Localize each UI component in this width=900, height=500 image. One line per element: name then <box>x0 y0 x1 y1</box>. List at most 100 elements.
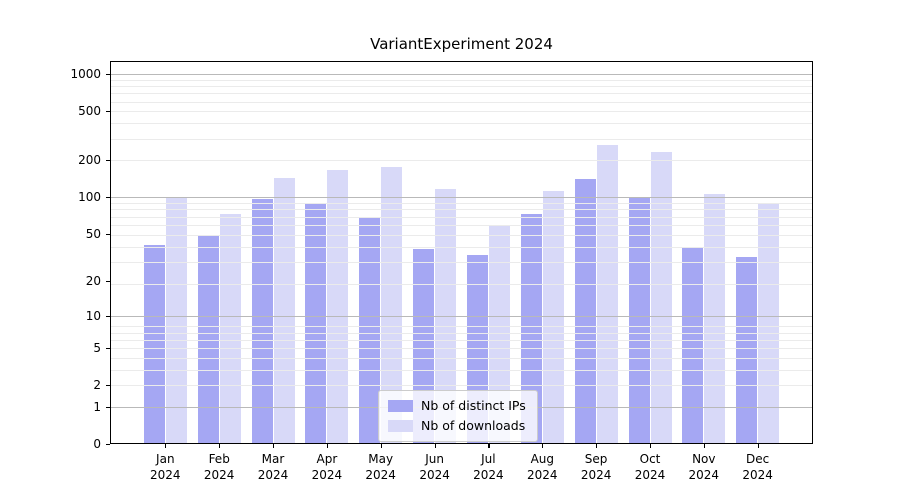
x-tick-label: Apr 2024 <box>311 452 343 482</box>
legend-label-downloads: Nb of downloads <box>421 418 526 433</box>
legend-swatch-downloads <box>388 419 413 432</box>
gridline <box>110 315 813 317</box>
y-tick <box>106 196 110 199</box>
x-tick-label: May 2024 <box>365 452 396 482</box>
y-tick-label: 50 <box>85 226 101 241</box>
legend-label-distinct-ips: Nb of distinct IPs <box>421 398 526 413</box>
gridline <box>110 357 813 359</box>
gridline <box>110 234 813 236</box>
bar-downloads-may <box>381 166 403 444</box>
gridline <box>110 224 813 226</box>
bar-distinct-ips-feb <box>197 235 219 444</box>
bar-distinct-ips-sep <box>574 179 596 444</box>
gridline <box>110 93 813 95</box>
gridline <box>110 216 813 218</box>
x-tick-label: Mar 2024 <box>257 452 289 482</box>
y-tick-label: 1 <box>93 399 101 414</box>
x-tick-label: Sep 2024 <box>580 452 612 482</box>
bar-downloads-feb <box>219 214 241 444</box>
legend: Nb of distinct IPs Nb of downloads <box>378 390 538 442</box>
bar-downloads-jul <box>488 225 510 444</box>
bar-distinct-ips-mar <box>251 198 273 444</box>
x-tick <box>757 444 759 448</box>
y-tick-label: 0 <box>93 437 101 451</box>
x-tick-label: Oct 2024 <box>634 452 666 482</box>
legend-item-distinct-ips: Nb of distinct IPs <box>388 398 526 413</box>
y-tick-label: 20 <box>85 274 101 288</box>
legend-item-downloads: Nb of downloads <box>388 418 526 433</box>
x-tick-label: Aug 2024 <box>527 452 558 482</box>
gridline <box>110 196 813 198</box>
gridline <box>110 74 813 75</box>
x-tick <box>434 444 436 448</box>
bar-downloads-aug <box>542 191 564 444</box>
gridline <box>110 348 813 350</box>
bar-downloads-nov <box>704 193 726 444</box>
x-tick <box>165 444 167 448</box>
gridline <box>110 123 813 125</box>
x-tick <box>219 444 221 448</box>
gridline <box>110 160 813 162</box>
gridline <box>110 79 813 81</box>
bar-distinct-ips-jan <box>143 245 165 444</box>
x-tick <box>542 444 544 448</box>
y-tick-label: 2 <box>93 378 101 393</box>
gridline <box>110 86 813 87</box>
y-tick-label: 10 <box>85 308 101 323</box>
gridline <box>110 138 813 140</box>
gridline <box>110 385 813 387</box>
y-tick <box>106 233 110 235</box>
y-tick <box>106 444 110 446</box>
legend-swatch-distinct-ips <box>388 399 413 412</box>
bar-distinct-ips-oct <box>628 197 650 444</box>
bar-distinct-ips-aug <box>520 213 542 444</box>
bar-downloads-sep <box>596 145 618 444</box>
y-tick <box>106 385 110 387</box>
x-tick-label: Nov 2024 <box>688 452 720 482</box>
y-tick-label: 500 <box>78 104 101 119</box>
gridline <box>110 111 813 113</box>
y-tick-label: 1000 <box>70 67 101 81</box>
y-tick <box>106 348 110 350</box>
bar-distinct-ips-dec <box>736 256 758 444</box>
gridline <box>110 203 813 204</box>
y-tick-label: 5 <box>93 341 101 356</box>
y-tick <box>106 315 110 317</box>
y-tick-label: 200 <box>78 153 101 167</box>
gridline <box>110 101 813 103</box>
y-tick <box>106 160 110 162</box>
y-tick-label: 100 <box>78 189 101 204</box>
gridline <box>110 246 813 248</box>
x-tick-label: Jul 2024 <box>473 452 504 482</box>
x-tick <box>703 444 705 448</box>
y-tick <box>106 406 110 409</box>
plot-area: Nb of distinct IPs Nb of downloads <box>110 61 813 444</box>
bar-distinct-ips-nov <box>682 246 704 444</box>
gridline <box>110 283 813 285</box>
x-tick-label: Dec 2024 <box>742 452 773 482</box>
x-tick <box>326 444 329 448</box>
gridline <box>110 209 813 211</box>
gridline <box>110 261 813 263</box>
x-tick-label: Jan 2024 <box>150 452 181 482</box>
bar-downloads-apr <box>327 170 349 444</box>
x-tick <box>596 444 598 448</box>
bar-downloads-oct <box>650 152 672 444</box>
bar-downloads-dec <box>758 203 780 444</box>
x-tick-label: Jun 2024 <box>419 452 450 482</box>
x-tick <box>380 444 382 448</box>
gridline <box>110 332 813 334</box>
gridline <box>110 326 813 328</box>
x-tick <box>650 444 652 448</box>
chart-title: VariantExperiment 2024 <box>370 35 553 53</box>
gridline <box>110 369 813 371</box>
x-tick <box>273 444 275 448</box>
bar-distinct-ips-may <box>359 218 381 444</box>
x-tick-label: Feb 2024 <box>203 452 235 482</box>
gridline <box>110 339 813 341</box>
bar-downloads-jan <box>165 196 187 444</box>
x-tick <box>488 444 490 448</box>
y-tick <box>106 74 110 76</box>
bar-downloads-mar <box>273 177 295 444</box>
